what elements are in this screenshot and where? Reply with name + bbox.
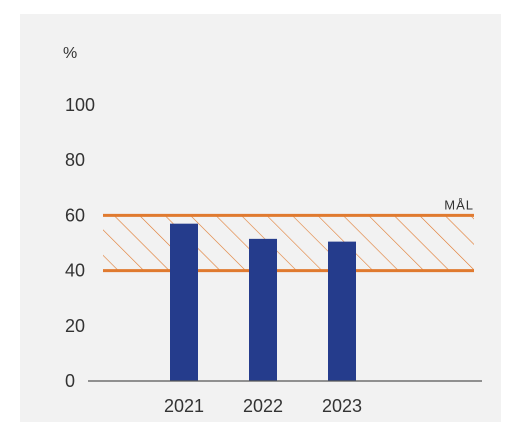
target-band-label: MÅL [444,197,474,212]
y-tick-label: 80 [65,150,85,170]
y-tick-label: 60 [65,205,85,225]
y-tick-label: 20 [65,316,85,336]
target-band-hatch [103,215,474,271]
target-band: MÅL [103,197,474,273]
x-axis-ticks: 2021 2022 2023 [164,396,362,416]
bar-2021 [170,223,198,381]
bar-2022 [249,238,277,381]
y-tick-label: 0 [65,371,75,391]
x-tick-label: 2022 [243,396,283,416]
y-tick-label: 100 [65,95,95,115]
bars [170,223,356,381]
y-axis-ticks: 0 20 40 60 80 100 [65,95,95,391]
x-tick-label: 2021 [164,396,204,416]
y-tick-label: 40 [65,261,85,281]
y-unit-label: % [63,45,77,62]
x-tick-label: 2023 [322,396,362,416]
bar-2023 [328,241,356,381]
